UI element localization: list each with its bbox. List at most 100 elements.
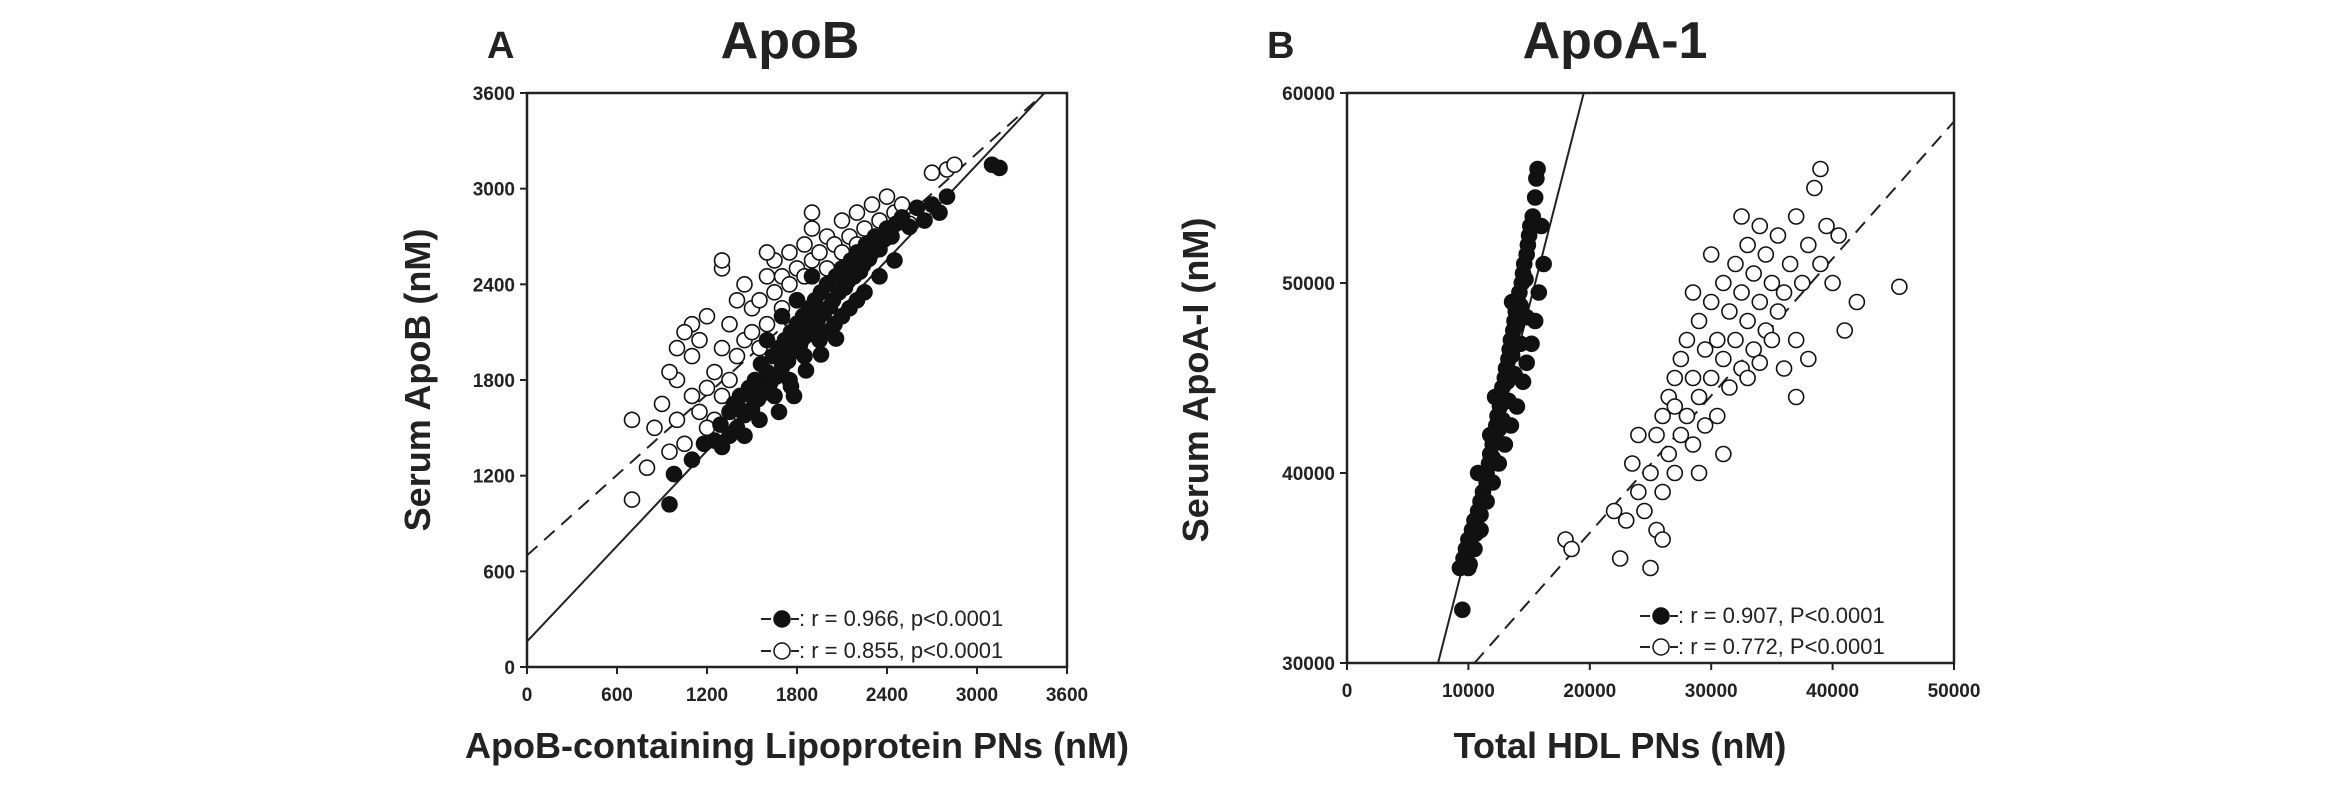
panel-a-point-filled: [886, 252, 903, 269]
panel-b-legend-text-1: : r = 0.907, P<0.0001: [1678, 603, 1885, 628]
panel-b-x-tick-label: 0: [1342, 681, 1353, 702]
panel-a-point-filled: [770, 403, 788, 421]
panel-a-point-filled: [773, 307, 791, 325]
panel-a-point-open: [758, 244, 776, 261]
panel-a-point-filled: [833, 307, 851, 325]
panel-a-legend: : r = 0.966, p<0.0001 : r = 0.855, p<0.0…: [761, 606, 1003, 663]
panel-b-plot-frame: [1345, 91, 1956, 665]
panel-a-point-filled: [812, 346, 830, 363]
panel-a-point-filled: [661, 496, 678, 513]
panel-a-point-open: [668, 339, 686, 357]
panel-a-point-open: [833, 212, 851, 229]
panel-b-x-tick-label: 50000: [1928, 681, 1981, 702]
panel-b-point-filled: [1503, 293, 1521, 311]
panel-a-legend-marker-1: [773, 610, 791, 628]
panel-a-point-open: [676, 435, 693, 453]
panel-b-point-open: [1848, 293, 1866, 311]
panel-b-point-open: [1733, 284, 1750, 301]
panel-b-legend-text-2: : r = 0.772, P<0.0001: [1678, 634, 1885, 659]
panel-b-point-filled: [1466, 540, 1483, 558]
panel-a-point-open: [811, 244, 828, 261]
panel-b-point-open: [1666, 464, 1684, 482]
panel-b-x-tick-label: 10000: [1442, 681, 1495, 702]
panel-a-y-tick-label: 600: [483, 562, 515, 583]
panel-a-point-filled: [796, 347, 813, 365]
panel-a-point-filled: [785, 387, 803, 405]
panel-b-point-filled: [1530, 284, 1548, 301]
panel-b-point-open: [1654, 407, 1671, 425]
panel-a-point-open: [721, 371, 738, 389]
panel-a-point-filled: [743, 387, 761, 405]
panel-a-point-open: [683, 387, 701, 405]
panel-a-point-open: [713, 339, 731, 357]
panel-a-point-open: [691, 331, 708, 349]
panel-a-point-open: [713, 252, 731, 269]
panel-b-point-open: [1787, 331, 1805, 349]
panel-b-point-open: [1617, 512, 1635, 529]
panel-a-point-filled: [797, 362, 815, 379]
panel-b-point-open: [1769, 227, 1787, 244]
panel-a-points: [623, 156, 1008, 513]
panel-b-point-filled: [1472, 521, 1489, 539]
panel-b-point-open: [1787, 208, 1805, 225]
panel-a-point-open: [803, 204, 821, 221]
panel-b-point-open: [1630, 426, 1647, 444]
panel-a-point-open: [668, 411, 686, 429]
panel-b-point-filled: [1486, 388, 1504, 406]
panel-a-point-open: [878, 188, 896, 205]
panel-b-point-open: [1642, 559, 1659, 577]
panel-b-point-open: [1702, 246, 1720, 263]
panel-a-point-open: [706, 363, 723, 381]
panel-a-x-tick-label: 1800: [776, 685, 818, 706]
panel-b-point-open: [1751, 217, 1769, 235]
panel-a-y-axis-title: Serum ApoB (nM): [397, 229, 438, 532]
panel-b-point-open: [1684, 284, 1702, 301]
panel-b-point-filled: [1494, 411, 1511, 429]
panel-b-point-open: [1721, 303, 1738, 320]
panel-b-point-open: [1812, 255, 1829, 273]
panel-b-point-open: [1775, 360, 1793, 377]
panel-b-point-open: [1672, 350, 1690, 368]
panel-b-y-axis-title: Serum ApoA-I (nM): [1175, 218, 1216, 543]
panel-b-point-open: [1739, 369, 1756, 387]
panel-b-point-open: [1751, 354, 1769, 372]
panel-a-point-filled: [901, 218, 918, 236]
panel-a-point-open: [781, 276, 798, 293]
panel-b-point-open: [1715, 350, 1732, 368]
panel-b-point-open: [1891, 278, 1908, 296]
panel-a-point-open: [653, 395, 671, 413]
panel-b-point-open: [1684, 369, 1702, 387]
panel-b-point-filled: [1454, 601, 1471, 619]
panel-b-y-tick-label: 40000: [1282, 464, 1335, 485]
panel-a-legend-marker-2: [773, 642, 791, 660]
panel-b-point-open: [1751, 293, 1769, 311]
panel-a-point-open: [758, 315, 776, 333]
panel-b-point-open: [1793, 274, 1811, 292]
panel-a-point-open: [676, 323, 693, 341]
panel-b-point-open: [1824, 274, 1841, 292]
panel-b: B ApoA-1 0 10000 20000 30000 40000 50000 3000…: [1175, 12, 1980, 766]
panel-a-point-open: [863, 196, 881, 213]
panel-a-point-open: [661, 363, 678, 381]
panel-b-point-open: [1715, 274, 1732, 292]
panel-b-point-open: [1684, 436, 1702, 453]
panel-b-point-filled: [1535, 255, 1552, 273]
panel-a-x-tick-label: 0: [522, 685, 533, 706]
panel-a-point-open: [766, 284, 783, 301]
panel-a-point-filled: [938, 188, 956, 205]
panel-b-point-open: [1605, 502, 1623, 520]
panel-a-point-open: [923, 164, 941, 182]
panel-b-point-filled: [1481, 426, 1499, 444]
panel-b-point-open: [1672, 426, 1690, 444]
panel-a-point-open: [728, 291, 746, 309]
panel-a-point-open: [751, 291, 768, 309]
panel-b-point-filled: [1532, 217, 1550, 235]
panel-b-points: [1451, 160, 1908, 619]
panel-b-point-open: [1715, 445, 1732, 463]
panel-a-point-open: [646, 419, 663, 437]
panel-b-point-open: [1690, 388, 1708, 406]
panel-a-point-filled: [916, 212, 933, 229]
panel-b-x-axis-title: Total HDL PNs (nM): [1454, 725, 1787, 766]
panel-b-point-open: [1696, 417, 1714, 434]
panel-a-point-open: [623, 491, 641, 508]
